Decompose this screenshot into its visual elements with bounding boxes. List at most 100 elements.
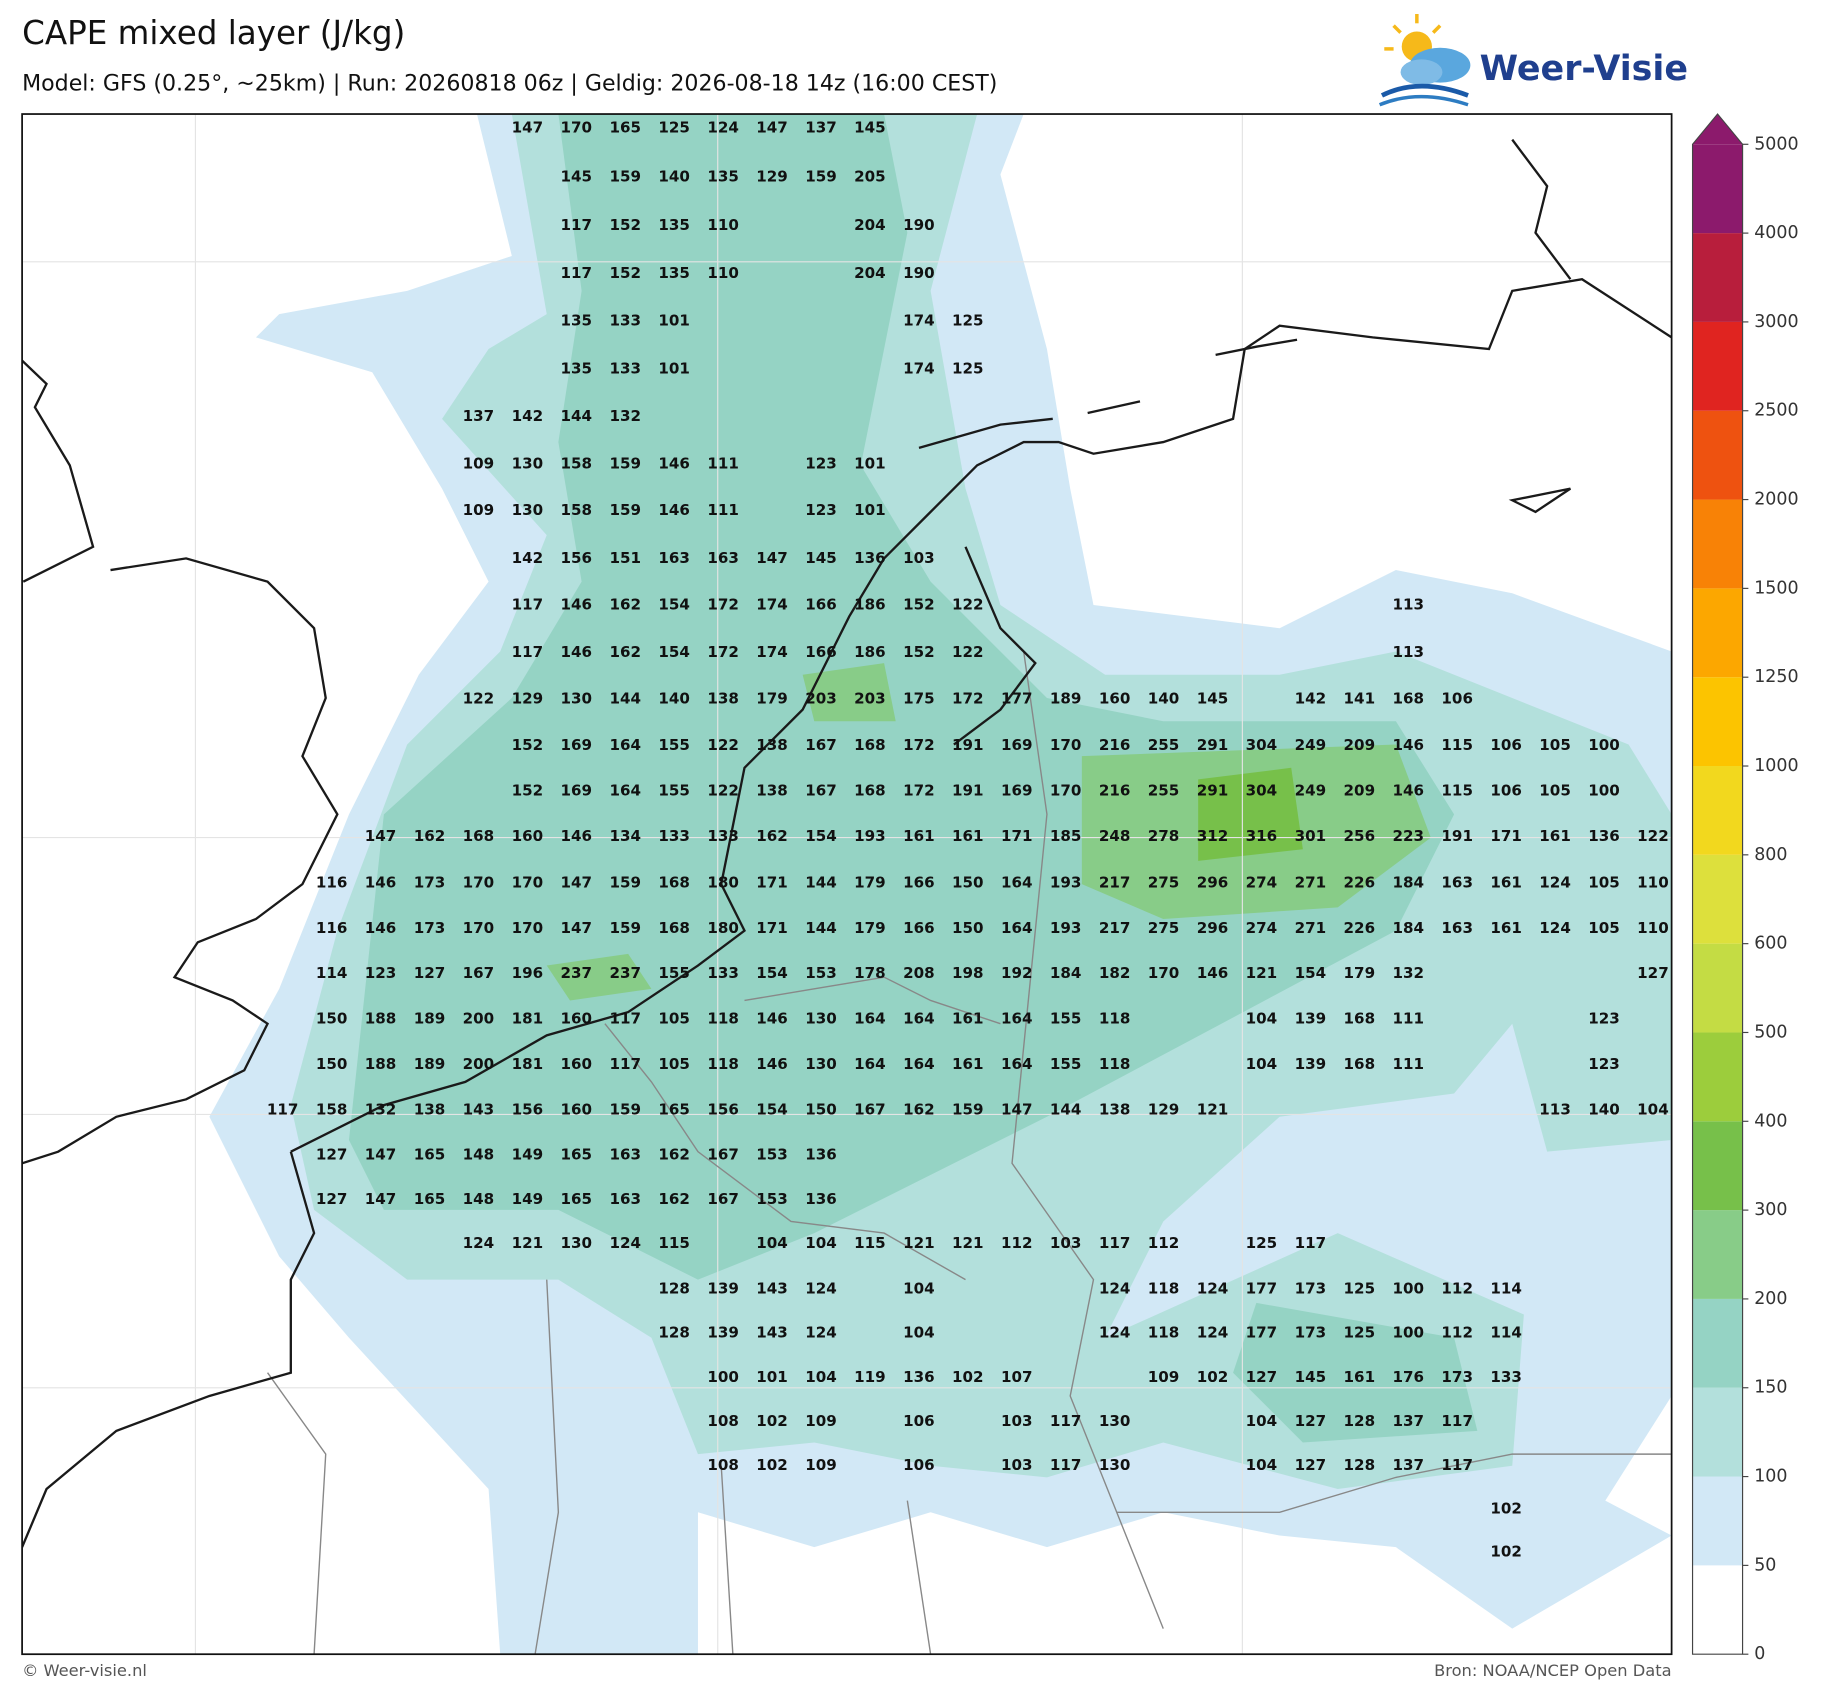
cape-value: 111 bbox=[707, 455, 739, 473]
cape-value: 163 bbox=[1441, 919, 1473, 937]
cape-value: 153 bbox=[805, 964, 837, 982]
cape-value: 111 bbox=[707, 501, 739, 519]
colorbar-label: 1500 bbox=[1754, 578, 1798, 598]
cape-value: 128 bbox=[658, 1279, 690, 1297]
cape-value: 163 bbox=[707, 549, 739, 567]
cape-value: 154 bbox=[658, 643, 690, 661]
cape-value: 105 bbox=[1588, 919, 1620, 937]
cape-value: 147 bbox=[512, 119, 544, 137]
cape-value: 209 bbox=[1344, 736, 1376, 754]
cape-value: 271 bbox=[1295, 873, 1327, 891]
cape-value: 101 bbox=[658, 312, 690, 330]
cape-value: 103 bbox=[1001, 1412, 1033, 1430]
cape-value: 168 bbox=[1344, 1055, 1376, 1073]
cape-value: 167 bbox=[805, 782, 837, 800]
cape-value: 136 bbox=[805, 1146, 837, 1164]
cape-value: 296 bbox=[1197, 919, 1229, 937]
cape-value: 112 bbox=[1148, 1234, 1180, 1252]
cape-value: 135 bbox=[658, 216, 690, 234]
cape-value: 173 bbox=[1295, 1324, 1327, 1342]
cape-value: 158 bbox=[561, 455, 593, 473]
cape-value: 209 bbox=[1344, 782, 1376, 800]
cape-value: 162 bbox=[756, 827, 788, 845]
cape-value: 154 bbox=[805, 827, 837, 845]
colorbar-band bbox=[1692, 321, 1743, 411]
cape-value: 164 bbox=[1001, 873, 1033, 891]
cape-value: 117 bbox=[1050, 1412, 1082, 1430]
cape-value: 152 bbox=[609, 216, 641, 234]
cape-value: 154 bbox=[658, 595, 690, 613]
cape-value: 125 bbox=[952, 312, 984, 330]
cape-value: 130 bbox=[561, 1234, 593, 1252]
cape-value: 142 bbox=[512, 407, 544, 425]
cape-value: 108 bbox=[707, 1412, 739, 1430]
cape-value: 159 bbox=[609, 919, 641, 937]
cape-value: 124 bbox=[1197, 1279, 1229, 1297]
cape-value: 133 bbox=[609, 312, 641, 330]
cape-value: 101 bbox=[658, 359, 690, 377]
cape-value: 164 bbox=[854, 1010, 886, 1028]
cape-value: 150 bbox=[805, 1100, 837, 1118]
cape-value: 135 bbox=[561, 312, 593, 330]
cape-value: 150 bbox=[316, 1055, 348, 1073]
cape-value: 103 bbox=[1001, 1456, 1033, 1474]
cape-value: 128 bbox=[658, 1324, 690, 1342]
coastline bbox=[22, 138, 1672, 1548]
cape-value: 127 bbox=[1295, 1456, 1327, 1474]
cape-value: 122 bbox=[463, 690, 495, 708]
cape-value: 144 bbox=[609, 690, 641, 708]
cape-value: 296 bbox=[1197, 873, 1229, 891]
cape-value: 173 bbox=[414, 873, 446, 891]
cape-value: 170 bbox=[512, 919, 544, 937]
cape-value: 173 bbox=[1441, 1368, 1473, 1386]
cape-value: 127 bbox=[1637, 964, 1669, 982]
cape-value: 102 bbox=[756, 1456, 788, 1474]
cape-value: 166 bbox=[903, 919, 935, 937]
cape-value: 127 bbox=[1246, 1368, 1278, 1386]
cape-value: 278 bbox=[1148, 827, 1180, 845]
colorbar-band bbox=[1692, 766, 1743, 855]
cape-value: 160 bbox=[561, 1100, 593, 1118]
cape-value: 122 bbox=[952, 595, 984, 613]
cape-value: 104 bbox=[903, 1279, 935, 1297]
cape-value: 105 bbox=[1588, 873, 1620, 891]
cape-value: 193 bbox=[1050, 919, 1082, 937]
cape-value: 115 bbox=[658, 1234, 690, 1252]
colorbar-label: 2000 bbox=[1754, 490, 1798, 510]
cape-value: 161 bbox=[1344, 1368, 1376, 1386]
colorbar-band bbox=[1692, 588, 1743, 678]
cape-value: 124 bbox=[805, 1324, 837, 1342]
cape-value: 124 bbox=[1539, 873, 1571, 891]
cape-value: 174 bbox=[903, 359, 935, 377]
cape-value: 170 bbox=[1050, 736, 1082, 754]
cape-value: 173 bbox=[414, 919, 446, 937]
cape-value: 216 bbox=[1099, 736, 1131, 754]
colorbar-label: 5000 bbox=[1754, 134, 1798, 154]
cape-value: 164 bbox=[1001, 1055, 1033, 1073]
cape-value: 316 bbox=[1246, 827, 1278, 845]
cape-value: 163 bbox=[658, 549, 690, 567]
cape-value: 121 bbox=[1197, 1100, 1229, 1118]
cape-value: 139 bbox=[707, 1279, 739, 1297]
cape-value: 203 bbox=[854, 690, 886, 708]
cape-value: 168 bbox=[854, 736, 886, 754]
cape-value: 179 bbox=[1344, 964, 1376, 982]
cape-value: 159 bbox=[609, 873, 641, 891]
cape-value: 169 bbox=[1001, 782, 1033, 800]
cape-value: 152 bbox=[903, 643, 935, 661]
cape-value: 133 bbox=[707, 827, 739, 845]
cape-value: 160 bbox=[512, 827, 544, 845]
cape-value: 161 bbox=[1490, 919, 1522, 937]
cape-value: 162 bbox=[414, 827, 446, 845]
cape-value: 102 bbox=[1197, 1368, 1229, 1386]
cape-value: 196 bbox=[512, 964, 544, 982]
colorbar-label: 150 bbox=[1754, 1378, 1787, 1398]
cape-value: 106 bbox=[1490, 782, 1522, 800]
cape-value: 102 bbox=[756, 1412, 788, 1430]
cape-value: 145 bbox=[1197, 690, 1229, 708]
colorbar-label: 100 bbox=[1754, 1467, 1787, 1487]
cape-value: 186 bbox=[854, 595, 886, 613]
cape-value: 205 bbox=[854, 167, 886, 185]
cape-value: 113 bbox=[1392, 595, 1424, 613]
cape-value: 123 bbox=[1588, 1055, 1620, 1073]
